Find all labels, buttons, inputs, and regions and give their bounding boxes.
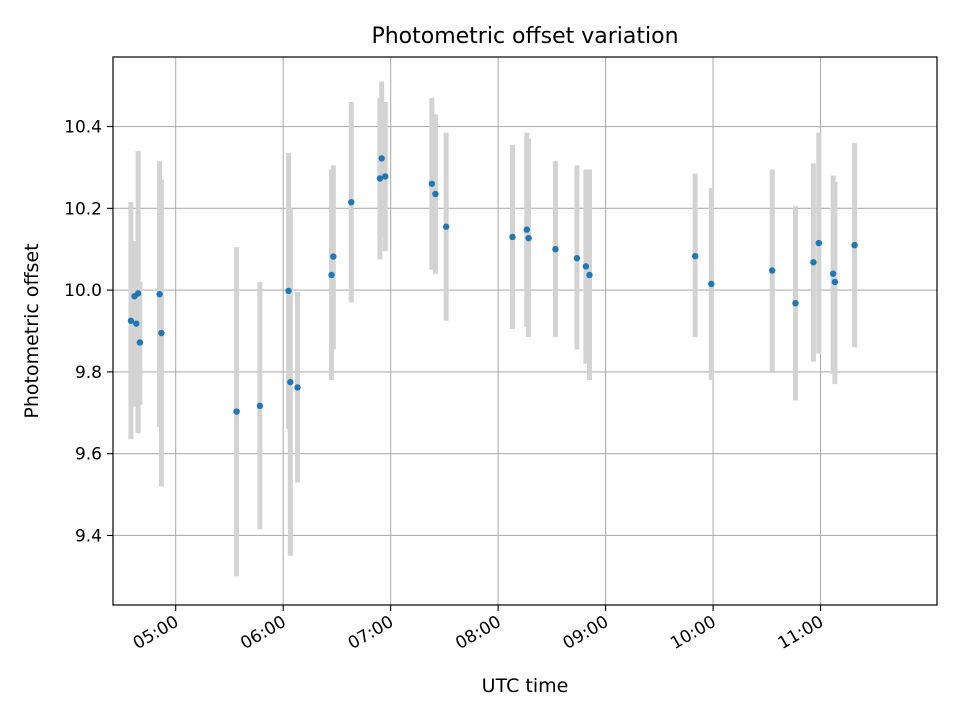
data-point <box>815 239 822 247</box>
data-point <box>136 339 144 346</box>
data-point <box>851 241 858 249</box>
data-point <box>376 175 384 182</box>
data-point <box>256 402 264 410</box>
data-point <box>586 271 593 279</box>
data-point <box>523 226 530 233</box>
data-point <box>328 271 335 279</box>
y-axis-ticks: 9.4 9.6 9.8 10.0 10.2 10.4 <box>64 118 113 546</box>
data-point <box>792 299 799 307</box>
data-point <box>582 263 590 270</box>
data-points <box>127 155 858 415</box>
data-point <box>158 329 165 337</box>
data-point <box>573 255 581 262</box>
chart-title: Photometric offset variation <box>371 24 678 49</box>
data-point <box>330 253 337 260</box>
data-point <box>691 252 699 260</box>
data-point <box>127 317 135 324</box>
data-point <box>769 267 776 274</box>
y-tick-label: 9.4 <box>75 526 102 546</box>
x-axis-label: UTC time <box>482 675 569 697</box>
data-point <box>233 408 240 415</box>
y-tick-label: 10.2 <box>64 199 102 219</box>
data-point <box>156 290 163 298</box>
y-axis-label: Photometric offset <box>21 243 43 418</box>
data-point <box>294 384 301 391</box>
data-point <box>133 320 140 327</box>
data-point <box>378 155 385 162</box>
data-point <box>525 234 532 242</box>
plot-frame <box>112 56 938 606</box>
y-tick-label: 9.8 <box>75 363 102 383</box>
data-point <box>285 287 292 295</box>
y-tick-label: 10.0 <box>64 281 102 301</box>
data-point <box>382 173 389 180</box>
data-point <box>442 223 450 230</box>
y-tick-label: 10.4 <box>64 118 102 138</box>
data-point <box>509 233 516 241</box>
data-point <box>287 378 294 386</box>
data-point <box>432 190 439 198</box>
data-point <box>552 246 559 253</box>
data-point <box>810 259 817 266</box>
data-point <box>348 198 355 206</box>
y-tick-label: 9.6 <box>75 445 102 465</box>
data-point <box>708 280 715 288</box>
data-point <box>829 270 837 277</box>
data-point <box>428 180 436 187</box>
data-point <box>831 278 839 286</box>
data-point <box>134 290 142 297</box>
